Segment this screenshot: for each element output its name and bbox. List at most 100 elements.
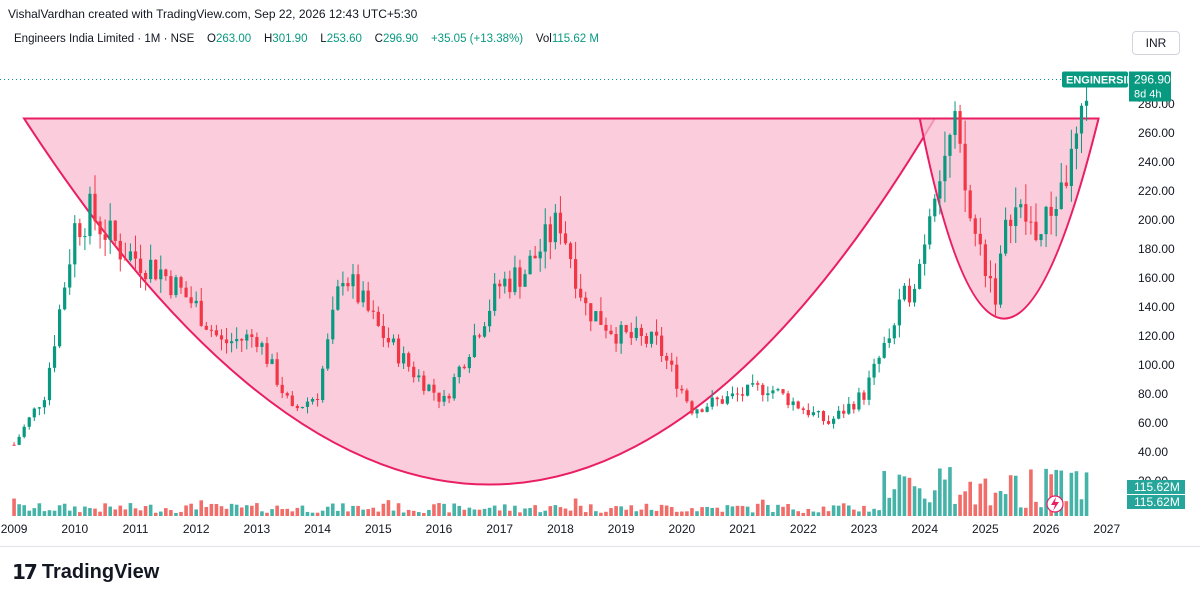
volume-bar xyxy=(1084,472,1089,516)
high-label: H xyxy=(263,33,273,45)
volume-bar xyxy=(771,512,775,516)
volume-bar xyxy=(943,479,947,516)
y-tick-label: 240.00 xyxy=(1138,155,1175,169)
candle-body xyxy=(690,401,694,414)
currency-selector[interactable]: INR xyxy=(1132,31,1180,55)
price-tag-value: 296.90 xyxy=(1134,72,1171,86)
candle-body xyxy=(791,401,795,406)
candle-body xyxy=(528,255,532,275)
candle-body xyxy=(407,353,411,367)
footer-divider xyxy=(0,546,1200,547)
candle-body xyxy=(842,410,846,414)
volume-bar xyxy=(664,505,669,516)
volume-bar xyxy=(194,509,198,516)
candle-body xyxy=(609,330,613,335)
candle-body xyxy=(816,411,821,413)
volume-bar xyxy=(164,508,168,516)
volume-bar xyxy=(1039,507,1043,516)
volume-bar xyxy=(887,497,892,516)
volume-bar xyxy=(103,503,107,516)
candle-body xyxy=(300,406,305,409)
open-label: O xyxy=(207,33,216,45)
candle-body xyxy=(877,357,881,364)
volume-bar xyxy=(42,511,47,516)
candle-body xyxy=(806,409,810,416)
candle-body xyxy=(27,417,31,427)
volume-bar xyxy=(563,508,568,516)
volume-bar xyxy=(836,505,841,516)
volume-bar xyxy=(199,500,204,516)
candle-body xyxy=(968,190,972,219)
y-tick-label: 40.00 xyxy=(1138,445,1168,459)
volume-bar xyxy=(821,506,826,516)
volume-bar xyxy=(280,509,284,516)
candle-body xyxy=(467,356,471,369)
candle-body xyxy=(548,224,552,243)
volume-bar xyxy=(553,505,558,516)
volume-bar xyxy=(841,503,846,516)
candle-body xyxy=(285,393,289,396)
candle-body xyxy=(963,143,967,191)
x-tick-label: 2019 xyxy=(608,522,635,536)
candle-body xyxy=(17,436,21,445)
volume-bar xyxy=(583,512,588,516)
candle-body xyxy=(634,327,638,338)
volume-bar xyxy=(1079,499,1084,516)
price-tag-countdown: 8d 4h xyxy=(1134,88,1162,100)
candle-body xyxy=(214,330,219,336)
volume-bar xyxy=(912,486,917,516)
candle-body xyxy=(518,267,522,287)
candle-body xyxy=(235,339,239,342)
candle-body xyxy=(477,335,482,337)
volume-bar xyxy=(255,503,259,516)
candle-body xyxy=(508,278,512,293)
volume-bar xyxy=(786,503,790,516)
x-tick-label: 2011 xyxy=(123,522,149,536)
volume-bar xyxy=(558,507,563,516)
tradingview-logo[interactable]: 17 TradingView xyxy=(12,560,159,584)
volume-bar xyxy=(179,511,183,516)
candle-body xyxy=(892,325,896,339)
candle-body xyxy=(498,283,502,287)
candle-body xyxy=(376,311,380,326)
volume-bar xyxy=(128,503,133,516)
candle-body xyxy=(761,384,765,396)
candle-body xyxy=(402,353,406,364)
volume-bar xyxy=(669,507,674,516)
volume-bar xyxy=(998,490,1003,516)
price-chart[interactable]: 280.00260.00240.00220.00200.00180.00160.… xyxy=(0,0,1200,546)
candle-body xyxy=(695,409,699,414)
volume-bar xyxy=(953,503,957,516)
candle-body xyxy=(1014,207,1018,227)
volume-bar xyxy=(629,505,634,516)
candle-body xyxy=(255,336,259,347)
tradingview-brand: TradingView xyxy=(41,560,160,583)
volume-bar xyxy=(588,504,593,516)
candle-body xyxy=(781,389,785,394)
candle-body xyxy=(22,426,26,437)
candle-body xyxy=(154,259,158,280)
change-value: +35.05 (+13.38%) xyxy=(430,33,524,45)
volume-bar xyxy=(315,512,320,516)
volume-bar xyxy=(781,506,785,516)
volume-bar xyxy=(422,512,426,516)
volume-bar xyxy=(300,505,305,516)
candle-body xyxy=(619,325,623,344)
volume-bar xyxy=(189,503,193,516)
volume-bar xyxy=(528,508,532,516)
y-tick-label: 80.00 xyxy=(1138,387,1168,401)
volume-bar xyxy=(715,507,720,516)
candle-body xyxy=(862,392,866,400)
candle-body xyxy=(194,300,198,304)
volume-bar xyxy=(108,506,112,516)
candle-body xyxy=(462,366,466,369)
volume-bar xyxy=(244,505,249,516)
candle-body xyxy=(796,401,800,409)
candle-body xyxy=(998,253,1003,305)
candle-body xyxy=(660,335,664,356)
volume-bar xyxy=(336,510,340,516)
candle-body xyxy=(123,259,127,261)
candle-body xyxy=(852,403,856,410)
candle-body xyxy=(1044,206,1048,235)
candle-body xyxy=(938,181,942,199)
